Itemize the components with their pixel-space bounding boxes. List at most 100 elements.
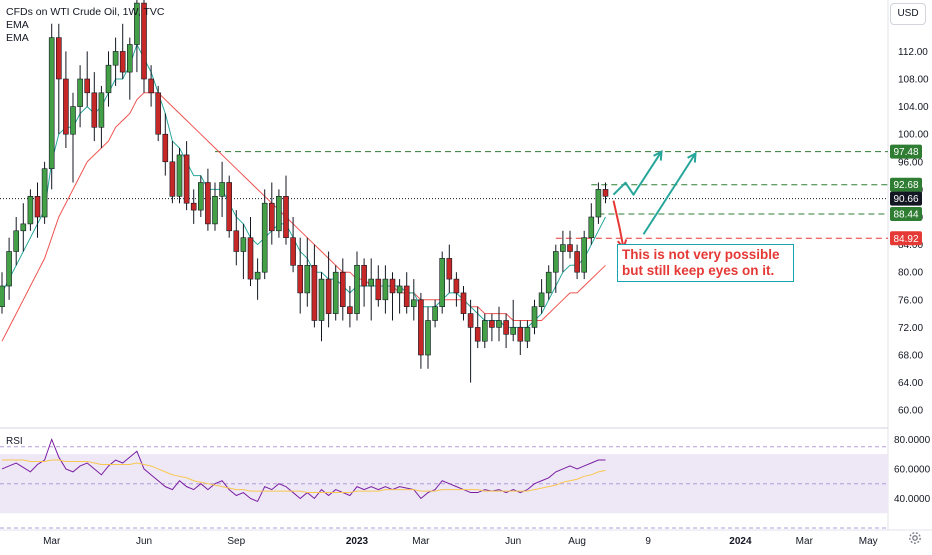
price-level-tag	[890, 144, 922, 159]
y-tick-label: 108.00	[898, 75, 929, 86]
price-level-label: 84.92	[893, 234, 918, 245]
candle-body	[418, 299, 424, 356]
candle-body	[318, 278, 325, 321]
rsi-line	[1, 437, 606, 503]
candle-body	[517, 327, 524, 342]
candle-body	[410, 299, 417, 307]
candle-body	[552, 251, 559, 273]
candle-body	[595, 189, 602, 218]
y-tick-label: 76.00	[898, 295, 923, 306]
rsi-y-tick-label: 80.0000	[894, 435, 931, 446]
candle-body	[496, 320, 502, 328]
y-tick-label: 80.00	[898, 268, 923, 279]
rsi-indicator-label[interactable]: RSI	[6, 436, 23, 447]
bearish-scenario-arrow	[612, 200, 625, 249]
rsi-ma-line	[2, 459, 606, 494]
candle-body	[581, 237, 588, 273]
y-tick-label: 104.00	[898, 102, 929, 113]
candle-body	[396, 285, 403, 294]
candle-body	[339, 271, 346, 308]
candle-body	[141, 2, 147, 80]
candle-body	[474, 327, 481, 342]
ema-indicator-1[interactable]: EMA	[6, 19, 29, 31]
candle-body	[276, 196, 282, 232]
candle-body	[127, 44, 133, 73]
candle-body	[84, 78, 90, 94]
candle-body	[538, 292, 545, 307]
candle-body	[467, 313, 474, 328]
x-tick-label: Sep	[227, 536, 245, 547]
candle-body	[460, 292, 467, 314]
candle-body	[70, 106, 76, 135]
candle-body	[247, 237, 254, 280]
candle-body	[375, 278, 382, 301]
candle-body	[290, 237, 296, 266]
x-tick-label: Mar	[796, 536, 814, 547]
candle-body	[503, 320, 509, 335]
candle-body	[55, 37, 62, 80]
price-level-tag	[890, 191, 922, 206]
candle-body	[432, 306, 438, 321]
rsi-y-tick-label: 40.0000	[894, 494, 931, 505]
bullish-scenario-arrow	[612, 151, 663, 196]
candle-body	[446, 258, 453, 280]
x-tick-label: Aug	[568, 536, 586, 547]
candle-body	[0, 285, 5, 308]
candle-body	[148, 78, 154, 94]
candle-body	[169, 161, 176, 197]
candle-body	[481, 320, 488, 342]
x-tick-label: 9	[645, 536, 651, 547]
gear-icon[interactable]	[908, 531, 922, 545]
candle-body	[332, 271, 339, 314]
x-tick-label: Jun	[505, 536, 521, 547]
chart-legend: CFDs on WTI Crude Oil, 1W, TVC EMA EMA	[6, 6, 165, 45]
x-tick-label: Jun	[136, 536, 152, 547]
candle-body	[77, 78, 83, 107]
candle-body	[155, 92, 161, 135]
y-tick-label: 68.00	[898, 351, 923, 362]
candle-body	[198, 182, 204, 211]
candle-body	[403, 285, 410, 308]
price-level-label: 88.44	[893, 209, 918, 220]
candle-body	[510, 327, 517, 335]
candle-body	[20, 223, 27, 232]
ema-indicator-2[interactable]: EMA	[6, 32, 29, 44]
candle-body	[425, 320, 431, 356]
candle-body	[240, 237, 247, 252]
candle-body	[190, 202, 197, 211]
price-level-tag	[890, 206, 922, 221]
price-level-tag	[890, 231, 922, 246]
candle-body	[205, 182, 211, 225]
currency-button[interactable]: USD	[890, 3, 926, 25]
candle-body	[304, 264, 311, 294]
candle-body	[311, 264, 318, 321]
candle-body	[91, 92, 98, 128]
candle-body	[489, 320, 495, 328]
candle-body	[545, 271, 552, 294]
candle-body	[63, 78, 69, 135]
annotation-line-1: This is not very possible	[622, 247, 780, 262]
candle-body	[212, 196, 218, 225]
y-tick-label: 112.00	[898, 47, 928, 58]
candle-body	[134, 2, 140, 45]
candle-body	[254, 271, 261, 280]
candle-body	[439, 258, 446, 307]
price-level-label: 92.68	[893, 180, 918, 191]
symbol-title[interactable]: CFDs on WTI Crude Oil, 1W, TVC	[6, 6, 165, 18]
candle-body	[361, 264, 367, 287]
candle-body	[368, 278, 375, 287]
candle-body	[389, 278, 396, 294]
annotation-callout[interactable]: This is not very possible but still keep…	[617, 244, 794, 282]
ema-slow-line	[1, 92, 606, 342]
candle-body	[602, 189, 609, 197]
y-tick-label: 96.00	[898, 157, 923, 168]
candle-body	[588, 216, 595, 239]
candle-body	[162, 133, 169, 163]
candle-body	[453, 278, 460, 294]
candle-body	[41, 168, 48, 218]
y-tick-label: 84.00	[898, 240, 923, 251]
candle-body	[297, 264, 304, 294]
candle-body	[354, 264, 360, 314]
x-tick-label: Mar	[43, 536, 61, 547]
